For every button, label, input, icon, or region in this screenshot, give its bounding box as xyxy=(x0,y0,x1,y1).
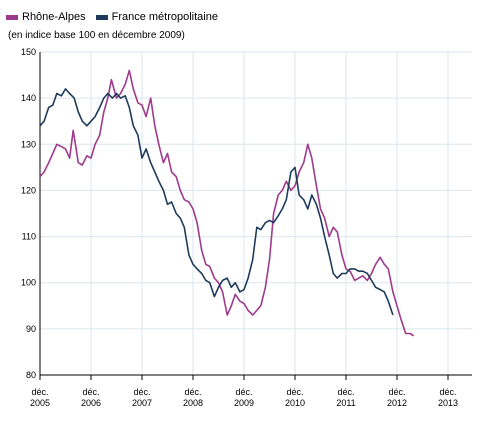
x-tick-label-0-line1: déc. xyxy=(31,387,48,397)
y-tick-label-100: 100 xyxy=(21,278,36,288)
chart-subtitle: (en indice base 100 en décembre 2009) xyxy=(8,30,185,41)
y-tick-label-90: 90 xyxy=(26,324,36,334)
x-tick-label-4-line1: déc. xyxy=(235,387,252,397)
y-tick-label-80: 80 xyxy=(26,370,36,380)
legend-swatch-rhone-alpes xyxy=(6,14,18,20)
y-tick-label-150: 150 xyxy=(21,47,36,57)
x-tick-label-5-line2: 2010 xyxy=(285,398,305,408)
series-line-rhone-alpes xyxy=(39,69,415,337)
x-tick-label-8-line2: 2013 xyxy=(438,398,458,408)
y-tick-label-110: 110 xyxy=(22,232,36,242)
legend-item-rhone-alpes: Rhône-Alpes xyxy=(6,11,86,23)
x-tick-label-7-line1: déc. xyxy=(388,387,405,397)
y-tick-label-120: 120 xyxy=(21,185,36,195)
x-tick-label-6-line2: 2011 xyxy=(336,398,355,408)
x-tick-label-3-line1: déc. xyxy=(184,387,201,397)
chart-legend: Rhône-Alpes France métropolitaine xyxy=(6,9,228,25)
x-tick-label-7-line2: 2012 xyxy=(387,398,407,408)
x-tick-label-1-line2: 2006 xyxy=(81,398,101,408)
legend-label-rhone-alpes: Rhône-Alpes xyxy=(22,11,86,23)
x-tick-label-0-line2: 2005 xyxy=(30,398,50,408)
x-tick-label-8-line1: déc. xyxy=(439,387,456,397)
series-line-france-metropolitaine xyxy=(39,88,394,316)
y-tick-label-130: 130 xyxy=(21,139,36,149)
legend-item-france: France métropolitaine xyxy=(95,11,218,23)
x-tick-label-6-line1: déc. xyxy=(337,387,354,397)
x-tick-label-4-line2: 2009 xyxy=(234,398,254,408)
legend-label-france: France métropolitaine xyxy=(111,11,218,23)
x-tick-label-2-line1: déc. xyxy=(133,387,150,397)
legend-swatch-france xyxy=(95,14,108,20)
y-tick-label-140: 140 xyxy=(21,93,36,103)
x-tick-label-2-line2: 2007 xyxy=(132,398,152,408)
x-tick-label-5-line1: déc. xyxy=(286,387,303,397)
x-tick-label-1-line1: déc. xyxy=(82,387,99,397)
x-tick-label-3-line2: 2008 xyxy=(183,398,203,408)
